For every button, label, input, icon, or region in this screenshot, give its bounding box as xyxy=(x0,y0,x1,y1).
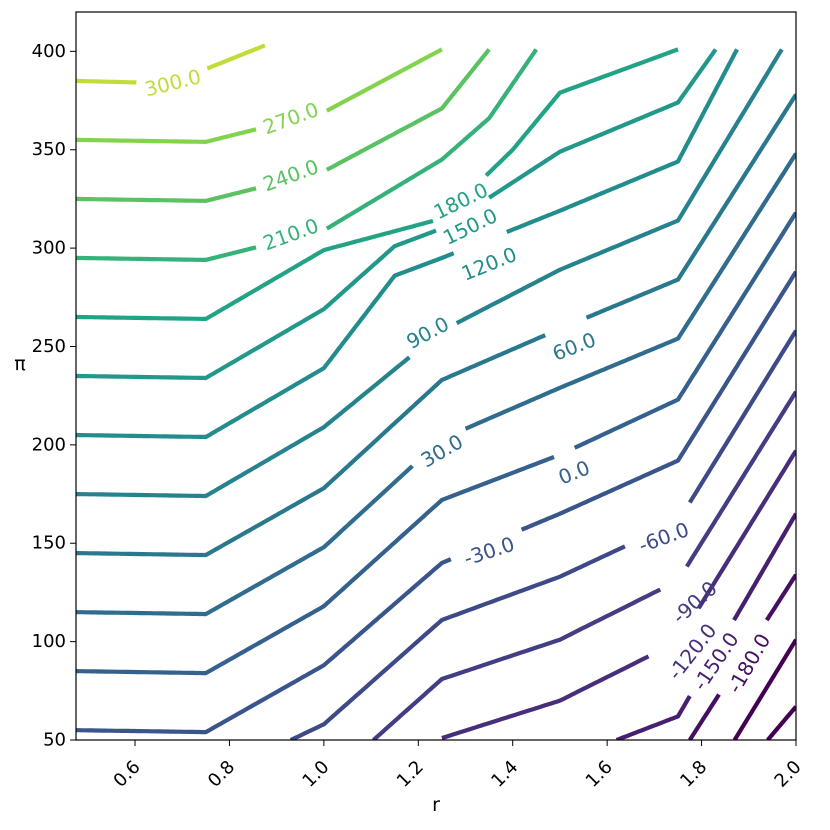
contour-line-300-seg1 xyxy=(206,43,266,71)
contour-line--240 xyxy=(766,705,796,740)
contour-line-90-seg1 xyxy=(455,48,784,325)
contour-line--180 xyxy=(688,693,721,740)
contour-line-210 xyxy=(76,245,257,262)
contour-label-300: 300.0 xyxy=(142,64,203,101)
contour-line--60 xyxy=(289,544,626,740)
contour-line-180 xyxy=(76,218,434,321)
x-tick-label: 0.8 xyxy=(204,757,239,792)
contour-label-240: 240.0 xyxy=(260,154,322,196)
contour-line-0-seg1 xyxy=(573,211,796,450)
contour-line-300 xyxy=(76,78,137,85)
x-axis-ticks: 0.6 0.8 1.0 1.2 1.4 1.6 1.8 2.0 xyxy=(110,740,806,792)
contour-line-240 xyxy=(76,186,257,203)
contour-label-270: 270.0 xyxy=(260,97,322,139)
y-axis-ticks: 50 100 150 200 250 300 350 400 xyxy=(32,41,76,751)
x-tick-label: 2.0 xyxy=(771,757,806,792)
contour-label--30: -30.0 xyxy=(461,532,518,571)
contour-line-150-seg1 xyxy=(487,48,718,200)
y-tick-label: 50 xyxy=(43,730,66,751)
contour-label-120: 120.0 xyxy=(458,242,520,286)
contour-line--120-seg1 xyxy=(696,449,796,610)
y-tick-label: 250 xyxy=(32,336,66,357)
contour-line-30-seg1 xyxy=(464,152,796,431)
y-axis-label: π xyxy=(14,353,25,375)
x-tick-label: 1.0 xyxy=(298,757,333,792)
y-tick-label: 200 xyxy=(32,434,66,455)
contour-line--60-seg1 xyxy=(688,329,796,504)
x-tick-label: 1.4 xyxy=(487,757,522,792)
y-tick-label: 400 xyxy=(32,41,66,62)
contour-line-270-seg1 xyxy=(325,47,443,113)
contour-line--180-seg1 xyxy=(765,573,796,622)
x-tick-label: 1.2 xyxy=(393,757,428,792)
contour-line-30 xyxy=(76,464,414,617)
contour-line--30 xyxy=(76,557,452,735)
contour-line-60 xyxy=(76,333,547,558)
contour-lines xyxy=(76,43,796,740)
contour-line-60-seg1 xyxy=(585,93,796,320)
y-tick-label: 350 xyxy=(32,139,66,160)
contour-line-120-seg1 xyxy=(506,48,739,234)
contour-line-270 xyxy=(76,127,257,144)
x-tick-label: 1.6 xyxy=(582,757,617,792)
contour-line--90 xyxy=(372,587,662,740)
contour-line--30-seg1 xyxy=(520,270,796,532)
y-tick-label: 150 xyxy=(32,533,66,554)
contour-label-90: 90.0 xyxy=(402,312,453,354)
contour-label-210: 210.0 xyxy=(260,213,322,255)
contour-line--90-seg1 xyxy=(685,390,796,568)
y-tick-label: 100 xyxy=(32,631,66,652)
x-tick-label: 0.6 xyxy=(110,757,145,792)
contour-line-0 xyxy=(76,455,555,676)
contour-line-180-seg1 xyxy=(484,47,679,178)
x-tick-label: 1.8 xyxy=(676,757,711,792)
y-tick-label: 300 xyxy=(32,238,66,259)
contour-line--120 xyxy=(441,654,650,740)
contour-label-60: 60.0 xyxy=(549,327,599,365)
contour-line-90 xyxy=(76,355,411,499)
contour-label-30: 30.0 xyxy=(417,429,468,472)
x-axis-label: r xyxy=(432,794,440,816)
contour-line--210 xyxy=(732,638,796,740)
contour-line-150 xyxy=(76,228,437,381)
contour-line-210-seg1 xyxy=(325,48,539,231)
contour-label--60: -60.0 xyxy=(635,517,692,557)
contour-label-0: 0.0 xyxy=(555,455,593,489)
contour-line-240-seg1 xyxy=(325,48,491,172)
contour-line-120 xyxy=(76,251,455,440)
contour-line--150 xyxy=(615,695,692,740)
contour-line--150-seg1 xyxy=(732,512,796,622)
plot-frame xyxy=(75,11,797,741)
